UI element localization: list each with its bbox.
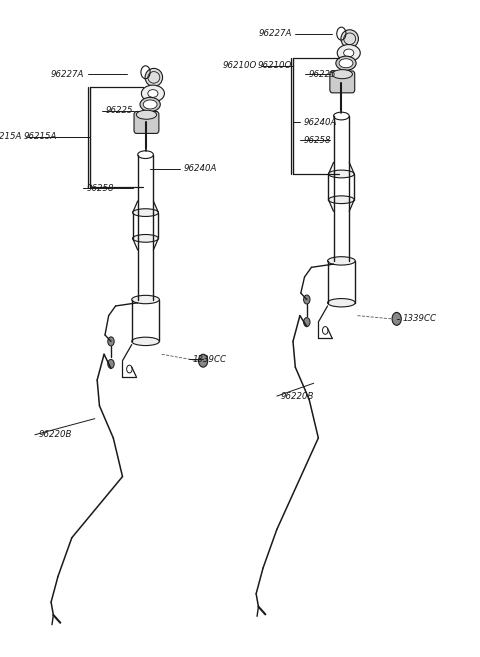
Text: 96215A: 96215A — [0, 132, 22, 141]
Ellipse shape — [136, 110, 156, 120]
Ellipse shape — [132, 235, 158, 242]
Ellipse shape — [328, 196, 354, 204]
Text: 96220B: 96220B — [280, 392, 314, 401]
Text: 96240A: 96240A — [184, 164, 217, 173]
Text: 96258: 96258 — [303, 136, 331, 145]
FancyBboxPatch shape — [134, 112, 159, 133]
Ellipse shape — [332, 70, 352, 79]
FancyBboxPatch shape — [330, 71, 355, 93]
Circle shape — [199, 354, 208, 367]
Ellipse shape — [341, 30, 359, 48]
Text: 1339CC: 1339CC — [193, 355, 227, 364]
Ellipse shape — [339, 58, 353, 68]
Ellipse shape — [132, 337, 159, 346]
Text: 96215A: 96215A — [24, 132, 57, 141]
Text: 96220B: 96220B — [38, 430, 72, 440]
Ellipse shape — [328, 170, 354, 178]
Ellipse shape — [148, 89, 158, 97]
Text: 96227A: 96227A — [258, 29, 292, 38]
Text: 96225: 96225 — [308, 70, 336, 79]
Circle shape — [108, 359, 114, 369]
Text: 96240A: 96240A — [303, 118, 337, 127]
Ellipse shape — [344, 49, 354, 57]
Ellipse shape — [140, 97, 160, 112]
Ellipse shape — [336, 56, 356, 70]
Text: 96227A: 96227A — [51, 70, 84, 79]
Circle shape — [303, 317, 310, 327]
Ellipse shape — [327, 257, 355, 265]
Ellipse shape — [337, 45, 360, 61]
Text: 96210O: 96210O — [223, 61, 257, 70]
Text: 96258: 96258 — [87, 184, 115, 193]
Ellipse shape — [132, 209, 158, 216]
Circle shape — [108, 337, 114, 346]
Text: 1339CC: 1339CC — [403, 314, 437, 323]
Ellipse shape — [143, 100, 157, 109]
Ellipse shape — [145, 68, 163, 87]
Ellipse shape — [327, 298, 355, 307]
Text: 96225: 96225 — [106, 106, 133, 116]
Ellipse shape — [334, 112, 349, 120]
Ellipse shape — [138, 151, 154, 158]
Ellipse shape — [132, 296, 159, 304]
Text: 96210O: 96210O — [257, 61, 292, 70]
Circle shape — [303, 295, 310, 304]
Circle shape — [392, 313, 401, 325]
Ellipse shape — [142, 85, 165, 102]
